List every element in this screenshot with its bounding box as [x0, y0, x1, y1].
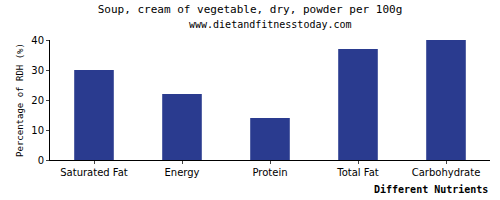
svg-text:Saturated Fat: Saturated Fat [60, 167, 128, 178]
svg-text:Carbohydrate: Carbohydrate [412, 167, 481, 178]
svg-text:20: 20 [31, 95, 44, 106]
svg-text:Total Fat: Total Fat [336, 167, 378, 178]
svg-text:0: 0 [38, 155, 44, 166]
svg-text:10: 10 [31, 125, 44, 136]
svg-text:Energy: Energy [164, 167, 199, 178]
svg-text:40: 40 [31, 35, 44, 46]
svg-text:Different Nutrients: Different Nutrients [374, 184, 488, 195]
svg-text:Soup, cream of vegetable, dry,: Soup, cream of vegetable, dry, powder pe… [98, 3, 403, 16]
svg-text:30: 30 [31, 65, 44, 76]
svg-text:Percentage of RDH (%): Percentage of RDH (%) [15, 43, 25, 157]
svg-text:Protein: Protein [252, 167, 287, 178]
svg-text:www.dietandfitnesstoday.com: www.dietandfitnesstoday.com [189, 19, 352, 30]
